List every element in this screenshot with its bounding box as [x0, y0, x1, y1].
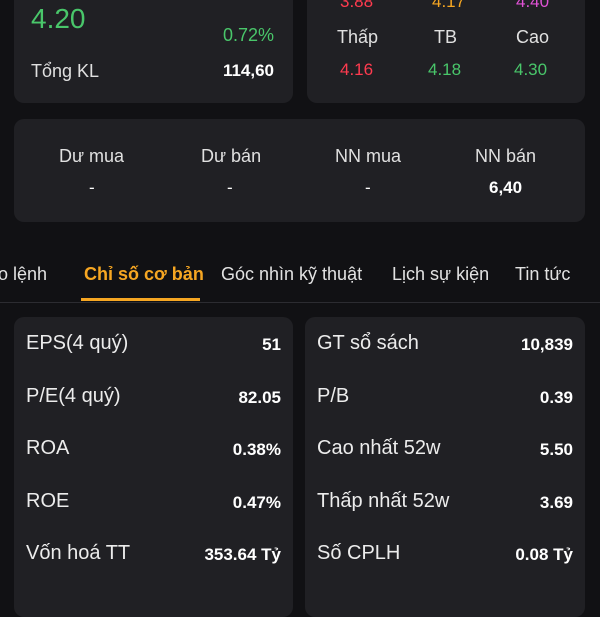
flow-label-sell-remaining: Dư bán	[201, 146, 262, 166]
high-label: Cao	[516, 27, 550, 47]
metric-label-52w-low: Thấp nhất 52w	[317, 490, 450, 512]
avg-value: 4.18	[428, 60, 462, 79]
change-percent: 0.72%	[222, 25, 274, 45]
avg-label: TB	[434, 27, 458, 47]
metric-label-52w-high: Cao nhất 52w	[317, 437, 441, 459]
metric-label-book-value: GT sổ sách	[317, 332, 419, 354]
flow-label-foreign-sell: NN bán	[475, 146, 537, 166]
metric-value-pe: 82.05	[238, 388, 281, 407]
volume-label: Tổng KL	[31, 61, 100, 81]
metric-value-roe: 0.47%	[232, 493, 281, 512]
order-flow-card: Dư mua Dư bán NN mua NN bán - - - 6,40	[14, 119, 585, 222]
tab-fundamentals[interactable]: Chỉ số cơ bản	[84, 264, 204, 284]
metric-value-52w-low: 3.69	[539, 493, 573, 512]
volume-value: 114,60	[222, 61, 274, 80]
metric-label-pb: P/B	[317, 385, 350, 407]
flow-value-sell-remaining: -	[227, 178, 233, 197]
tab-bar: o lệnh Chỉ số cơ bản Góc nhìn kỹ thuật L…	[0, 248, 600, 303]
metric-value-eps: 51	[262, 335, 281, 354]
flow-label-foreign-buy: NN mua	[335, 146, 402, 166]
low-value: 4.16	[340, 60, 374, 79]
flow-value-foreign-sell: 6,40	[489, 178, 523, 197]
tab-technical-view[interactable]: Góc nhìn kỹ thuật	[221, 264, 363, 284]
tab-event-calendar[interactable]: Lịch sự kiện	[392, 264, 490, 284]
metric-label-pe: P/E(4 quý)	[26, 385, 121, 407]
metric-label-shares-outstanding: Số CPLH	[317, 542, 401, 564]
price-range-card: 3.88 4.17 4.40 Thấp TB Cao 4.16 4.18 4.3…	[307, 0, 585, 103]
flow-value-foreign-buy: -	[365, 178, 371, 197]
fundamentals-right-card: GT sổ sách 10,839 P/B 0.39 Cao nhất 52w …	[305, 317, 585, 617]
flow-value-buy-remaining: -	[89, 178, 95, 197]
low-label: Thấp	[337, 27, 379, 47]
metric-value-52w-high: 5.50	[539, 440, 573, 459]
metric-value-pb: 0.39	[539, 388, 573, 407]
tab-news[interactable]: Tin tức	[515, 264, 571, 284]
tab-orders[interactable]: o lệnh	[0, 264, 48, 284]
fundamentals-left-card: EPS(4 quý) 51 P/E(4 quý) 82.05 ROA 0.38%…	[14, 317, 293, 617]
range-top-value-2: 4.17	[432, 0, 466, 11]
metric-value-market-cap: 353.64 Tỷ	[204, 545, 281, 564]
metric-label-roe: ROE	[26, 490, 70, 512]
current-price: 4.20	[31, 3, 86, 34]
flow-label-buy-remaining: Dư mua	[59, 146, 125, 166]
price-card: 4.20 0.72% Tổng KL 114,60	[14, 0, 293, 103]
metric-value-shares-outstanding: 0.08 Tỷ	[515, 545, 573, 564]
metric-value-roa: 0.38%	[232, 440, 281, 459]
range-top-value-3: 4.40	[516, 0, 550, 11]
metric-value-book-value: 10,839	[521, 335, 573, 354]
active-tab-indicator	[81, 298, 200, 301]
metric-label-market-cap: Vốn hoá TT	[26, 542, 131, 564]
metric-label-roa: ROA	[26, 437, 70, 459]
range-top-value-1: 3.88	[340, 0, 374, 11]
metric-label-eps: EPS(4 quý)	[26, 332, 129, 354]
high-value: 4.30	[514, 60, 548, 79]
